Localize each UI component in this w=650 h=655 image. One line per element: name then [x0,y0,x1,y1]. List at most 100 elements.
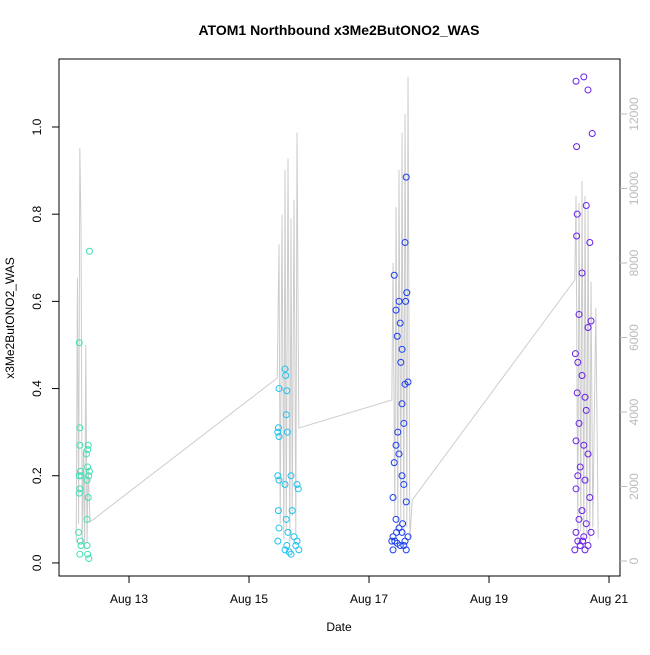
point [293,480,301,488]
point [274,537,282,545]
point [404,378,412,386]
point [274,424,282,432]
point [85,247,93,255]
point [83,476,91,484]
point [274,472,282,480]
y2-tick-label: 0 [627,557,641,564]
point [287,472,295,480]
point [281,480,289,488]
line-series [75,76,599,550]
point [400,480,408,488]
point [582,520,590,528]
point [573,389,581,397]
point [581,393,589,401]
point [84,550,92,558]
point [76,441,84,449]
point [393,332,401,340]
point [283,541,291,549]
point [578,507,586,515]
y2-tick-label: 4000 [627,398,641,425]
point [84,441,92,449]
point [582,201,590,209]
point [398,345,406,353]
point [586,494,594,502]
y-tick-label: 0.2 [30,467,44,484]
point [399,520,407,528]
point [571,546,579,554]
point [576,463,584,471]
point [295,546,303,554]
point [283,428,291,436]
point [282,371,290,379]
point [283,387,291,395]
point [581,476,589,484]
y-tick-label: 0.0 [30,554,44,571]
y2-tick-label: 8000 [627,249,641,276]
point [287,550,295,558]
point [285,548,293,556]
point [398,472,406,480]
y2-tick-label: 2000 [627,473,641,500]
point [402,297,410,305]
point [76,485,84,493]
point [76,467,84,475]
point [584,86,592,94]
point [395,450,403,458]
point [83,515,91,523]
x-tick-label: Aug 21 [590,592,628,606]
point [586,239,594,247]
point [288,507,296,515]
point [401,239,409,247]
point [587,317,595,325]
point [573,143,581,151]
point [76,424,84,432]
point [578,371,586,379]
point [588,130,596,138]
point [77,472,85,480]
chart-title: ATOM1 Northbound x3Me2ButONO2_WAS [198,22,479,38]
point [398,528,406,536]
point [396,541,404,549]
point [584,450,592,458]
point [575,310,583,318]
point [82,450,90,458]
y-axis-label: x3Me2ButONO2_WAS [3,257,17,379]
point [275,476,283,484]
point [76,550,84,558]
x-tick-label: Aug 13 [110,592,148,606]
point [575,419,583,427]
point [395,297,403,305]
point [282,411,290,419]
point [275,385,283,393]
point [281,546,289,554]
y-tick-label: 0.6 [30,293,44,310]
point [402,173,410,181]
point [572,528,580,536]
point [84,446,92,454]
point [389,546,397,554]
point [572,485,580,493]
x-axis-label: Date [326,620,352,634]
point [391,537,399,545]
x-tick-label: Aug 17 [350,592,388,606]
point [392,306,400,314]
point [75,528,83,536]
point [396,319,404,327]
point [392,441,400,449]
point [397,358,405,366]
point [580,73,588,81]
point [574,358,582,366]
point [389,533,397,541]
point [392,515,400,523]
point [584,324,592,332]
y-tick-label: 1.0 [30,118,44,135]
point [393,528,401,536]
point [394,428,402,436]
y-tick-label: 0.8 [30,206,44,223]
point [85,472,93,480]
point [294,485,302,493]
y2-tick-label: 10000 [627,172,641,206]
y2-tick-label: 12000 [627,97,641,131]
